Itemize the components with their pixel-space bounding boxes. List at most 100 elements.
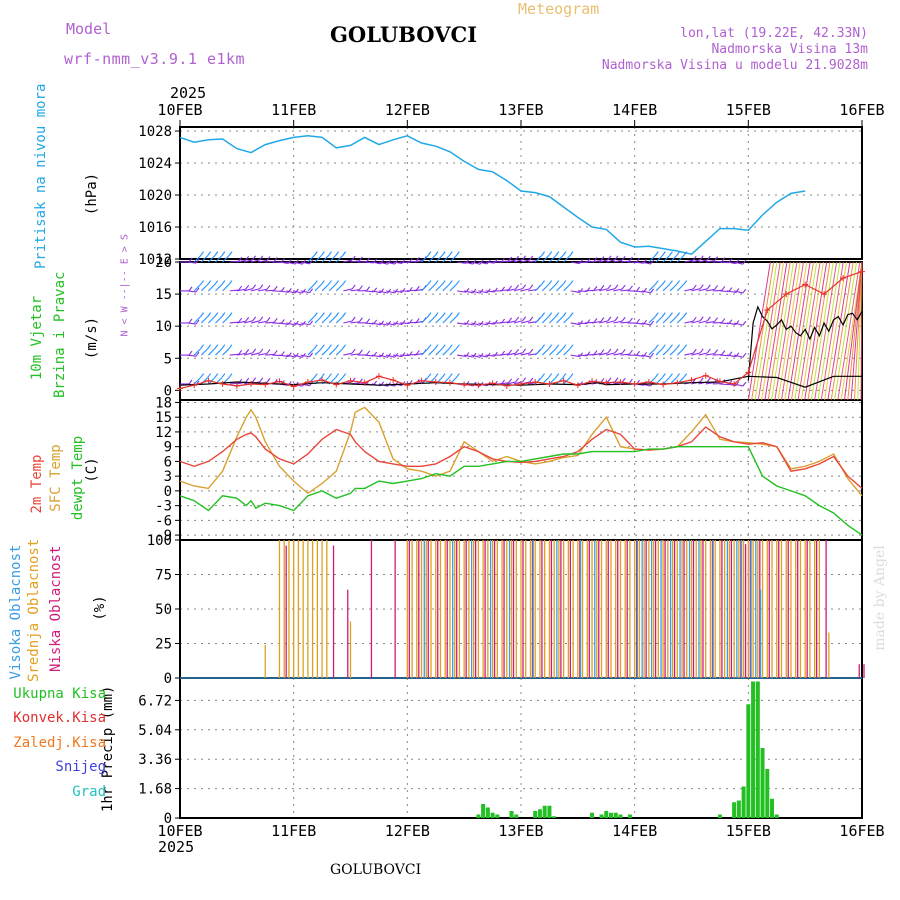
xtick-label-top: 11FEB: [271, 101, 316, 119]
wind-barb: [193, 316, 201, 324]
precip-bar: [613, 812, 618, 818]
wind-barb-tick: [676, 251, 680, 256]
wind-barb-tick: [742, 288, 747, 294]
wind-barb: [599, 259, 609, 263]
wind-barb: [286, 354, 296, 358]
xtick-label-bottom: 12FEB: [385, 822, 430, 840]
wind-unit: (m/s): [84, 316, 100, 360]
storm-wind-barb: [857, 261, 863, 401]
wind-barb-tick: [706, 377, 711, 383]
precip-bar: [765, 769, 770, 818]
wind-barb-tick: [541, 344, 546, 350]
wind-barb: [293, 354, 303, 358]
wind-barb-tick: [692, 348, 697, 354]
wind-barb-tick: [195, 258, 200, 264]
wind-barb: [335, 348, 344, 356]
wind-barb: [435, 255, 443, 263]
wind-barb-tick: [245, 284, 250, 290]
wind-barb: [421, 316, 429, 324]
wind-barb: [669, 316, 677, 324]
wind-barb-tick: [427, 251, 432, 256]
wind-barb-tick: [207, 251, 212, 256]
wind-barb: [513, 352, 523, 356]
wind-barb-tick: [195, 351, 200, 357]
wind-barb-tick: [676, 280, 680, 285]
wind-barb: [286, 290, 296, 294]
ytick-label: 100: [147, 533, 172, 549]
wind-barb: [222, 316, 230, 324]
wind-barb-tick: [313, 312, 318, 317]
wind-barb: [350, 321, 360, 324]
wind-barb-tick: [669, 251, 673, 256]
wind-barb: [698, 352, 708, 356]
wind-barb: [520, 259, 530, 263]
wind-barb: [328, 316, 336, 324]
wind-barb-tick: [706, 348, 711, 354]
wind-barb-tick: [555, 373, 560, 378]
wind-barb-tick: [569, 344, 574, 350]
wind-barb-tick: [328, 344, 332, 350]
storm-wind-barb: [824, 261, 848, 401]
wind-barb: [279, 290, 289, 293]
wind-barb: [314, 316, 322, 324]
wind-barb: [414, 288, 424, 292]
wind-barb: [442, 316, 450, 324]
wind-barb-tick: [342, 312, 347, 317]
wind-barb-tick: [195, 319, 200, 325]
wind-barb-tick: [621, 255, 626, 261]
wind-barb-tick: [541, 373, 546, 378]
pressure-line: [179, 134, 806, 256]
wind-barb: [563, 284, 571, 292]
wind-barb-tick: [342, 280, 347, 285]
precip-bar: [490, 812, 495, 818]
wind-barb: [321, 316, 329, 324]
data-series: [177, 134, 865, 818]
wind-barb: [534, 284, 542, 292]
ytick-label: 0: [164, 671, 172, 687]
wind-barb: [478, 354, 488, 358]
wind-barb: [520, 320, 530, 324]
wind-barb: [662, 316, 670, 324]
wind-barb-tick: [562, 373, 567, 378]
wind-barb: [591, 353, 602, 356]
wind-barb: [563, 255, 571, 263]
wind-barb-tick: [207, 373, 212, 378]
wind-barb: [250, 259, 260, 263]
wind-barb: [314, 348, 322, 356]
wind-barb: [258, 288, 268, 292]
wind-barb-tick: [515, 255, 520, 261]
wind-barb-tick: [273, 350, 278, 355]
wind-barb-tick: [593, 318, 598, 323]
wind-barb: [599, 352, 609, 356]
wind-barb: [364, 261, 374, 264]
wind-barb: [335, 284, 344, 292]
wind-barb: [620, 353, 630, 356]
wind-barb: [236, 259, 246, 263]
wind-barb-tick: [455, 251, 460, 256]
wind-barb: [435, 348, 443, 356]
storm-wind-barb: [751, 261, 775, 401]
wind-barb: [435, 316, 443, 324]
ytick-label: 75: [155, 568, 172, 584]
wind-barb: [428, 348, 436, 356]
legend-frozen: Zaledj.Kisa: [13, 735, 106, 751]
ytick-label: 3: [164, 469, 172, 485]
wind-barb-tick: [636, 257, 641, 263]
wind-barb: [286, 322, 296, 326]
wind-barb-tick: [320, 251, 325, 256]
wind-barb: [236, 320, 246, 324]
wind-barb: [606, 259, 616, 263]
wind-barb: [556, 284, 564, 292]
precip-bar: [608, 812, 613, 818]
wind-barb: [428, 316, 436, 324]
wind-barb: [314, 284, 322, 292]
wind-barb-tick: [522, 316, 527, 322]
wind-barb: [208, 377, 216, 385]
wind-barb: [208, 348, 216, 356]
wind-barb-tick: [351, 348, 356, 354]
wind-barb: [549, 255, 557, 263]
wind-barb: [385, 322, 395, 326]
wind-barb: [378, 322, 388, 326]
wind-barb-tick: [529, 284, 534, 290]
wind-barb: [563, 377, 571, 385]
